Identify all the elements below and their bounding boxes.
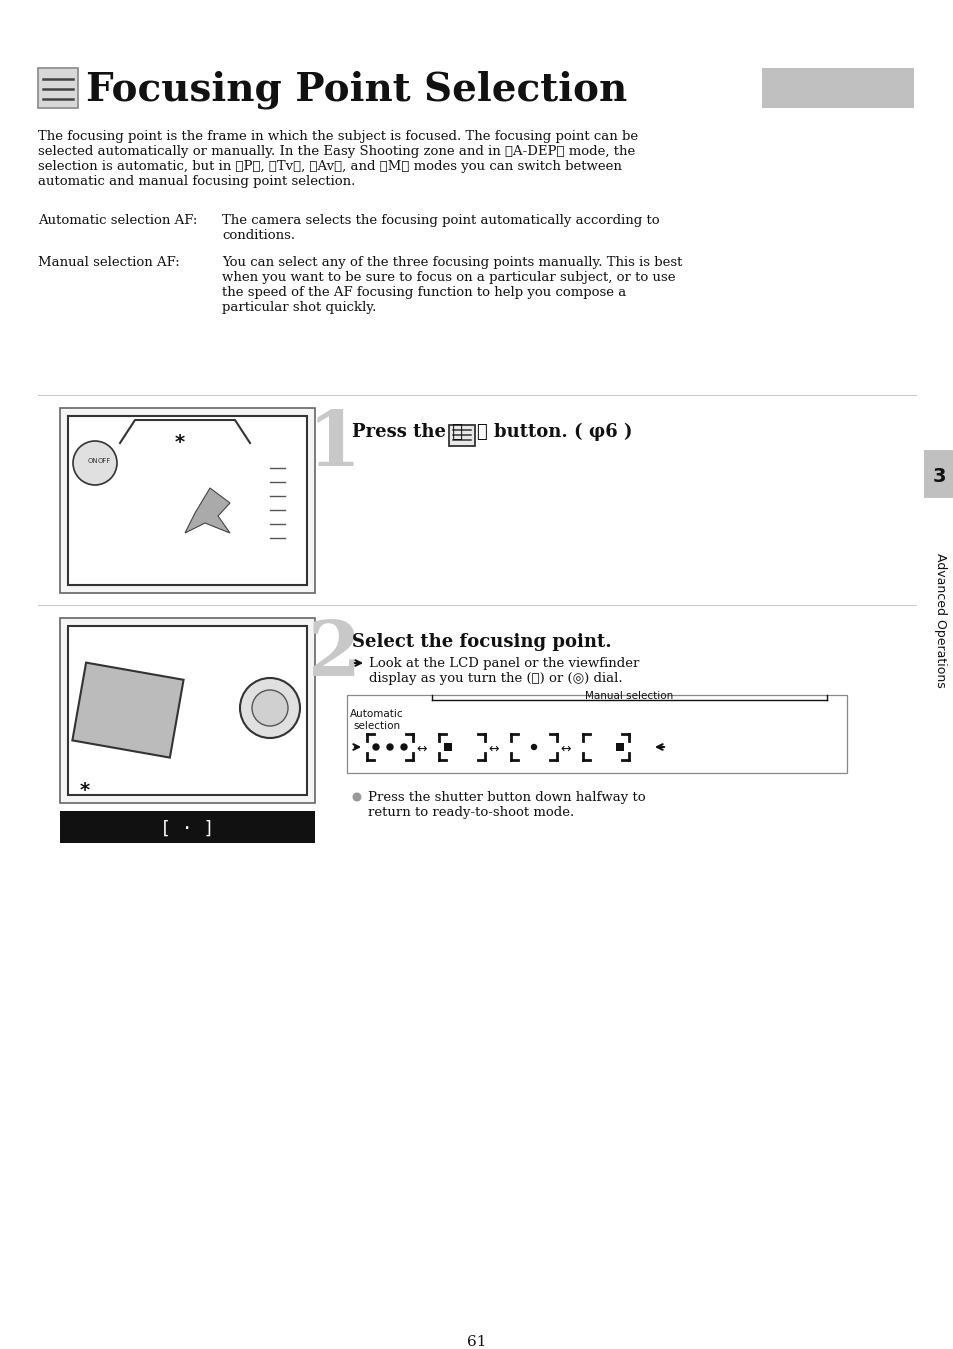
Text: OFF: OFF xyxy=(98,459,112,464)
Text: return to ready-to-shoot mode.: return to ready-to-shoot mode. xyxy=(368,805,574,819)
Circle shape xyxy=(73,441,117,486)
Bar xyxy=(38,67,78,108)
Text: Look at the LCD panel or the viewfinder: Look at the LCD panel or the viewfinder xyxy=(369,657,639,670)
Circle shape xyxy=(252,689,288,726)
Circle shape xyxy=(531,745,536,750)
Text: [ · ]: [ · ] xyxy=(160,820,214,838)
Circle shape xyxy=(352,792,361,801)
Circle shape xyxy=(240,679,299,738)
Text: 〉 button. ( φ6 ): 〉 button. ( φ6 ) xyxy=(476,424,632,441)
Text: selection is automatic, but in 〈P〉, 〈Tv〉, 〈Av〉, and 〈M〉 modes you can switch bet: selection is automatic, but in 〈P〉, 〈Tv〉… xyxy=(38,161,621,173)
Polygon shape xyxy=(185,488,230,533)
Text: 1: 1 xyxy=(308,407,361,482)
Text: *: * xyxy=(174,433,185,452)
Text: conditions.: conditions. xyxy=(222,229,294,241)
Text: 61: 61 xyxy=(467,1336,486,1349)
FancyBboxPatch shape xyxy=(72,662,183,758)
Bar xyxy=(923,451,953,498)
Bar xyxy=(347,695,846,773)
Text: selected automatically or manually. In the Easy Shooting zone and in 〈A-DEP〉 mod: selected automatically or manually. In t… xyxy=(38,144,635,158)
Circle shape xyxy=(373,745,378,750)
Text: You can select any of the three focusing points manually. This is best: You can select any of the three focusing… xyxy=(222,256,681,268)
Text: particular shot quickly.: particular shot quickly. xyxy=(222,301,376,314)
Circle shape xyxy=(400,745,407,750)
Text: Manual selection: Manual selection xyxy=(585,691,673,701)
Text: Automatic selection AF:: Automatic selection AF: xyxy=(38,214,197,227)
Circle shape xyxy=(387,745,393,750)
Text: ↔: ↔ xyxy=(416,742,427,755)
Text: the speed of the AF focusing function to help you compose a: the speed of the AF focusing function to… xyxy=(222,286,625,299)
Bar xyxy=(68,626,307,795)
Text: The camera selects the focusing point automatically according to: The camera selects the focusing point au… xyxy=(222,214,659,227)
Text: The focusing point is the frame in which the subject is focused. The focusing po: The focusing point is the frame in which… xyxy=(38,130,638,143)
Text: automatic and manual focusing point selection.: automatic and manual focusing point sele… xyxy=(38,175,355,188)
Text: ↔: ↔ xyxy=(560,742,571,755)
Bar xyxy=(68,415,307,585)
Text: when you want to be sure to focus on a particular subject, or to use: when you want to be sure to focus on a p… xyxy=(222,271,675,285)
Text: Focusing Point Selection: Focusing Point Selection xyxy=(86,70,626,109)
Bar xyxy=(449,425,475,447)
Bar xyxy=(761,67,913,108)
Text: Manual selection AF:: Manual selection AF: xyxy=(38,256,179,268)
Text: ON: ON xyxy=(88,459,98,464)
Bar xyxy=(60,407,314,594)
Text: Press the shutter button down halfway to: Press the shutter button down halfway to xyxy=(368,791,645,804)
Bar xyxy=(60,811,314,843)
Bar xyxy=(616,743,623,751)
Bar xyxy=(60,618,314,803)
Text: Press the 〈: Press the 〈 xyxy=(352,424,462,441)
Text: Automatic
selection: Automatic selection xyxy=(350,710,403,731)
Text: *: * xyxy=(80,781,90,800)
Text: display as you turn the (⛳) or (◎) dial.: display as you turn the (⛳) or (◎) dial. xyxy=(369,672,622,685)
Text: Advanced Operations: Advanced Operations xyxy=(934,553,946,688)
Text: 3: 3 xyxy=(931,467,944,486)
Text: Select the focusing point.: Select the focusing point. xyxy=(352,633,611,652)
Text: 2: 2 xyxy=(308,618,361,692)
Text: ↔: ↔ xyxy=(488,742,498,755)
Bar xyxy=(443,743,452,751)
